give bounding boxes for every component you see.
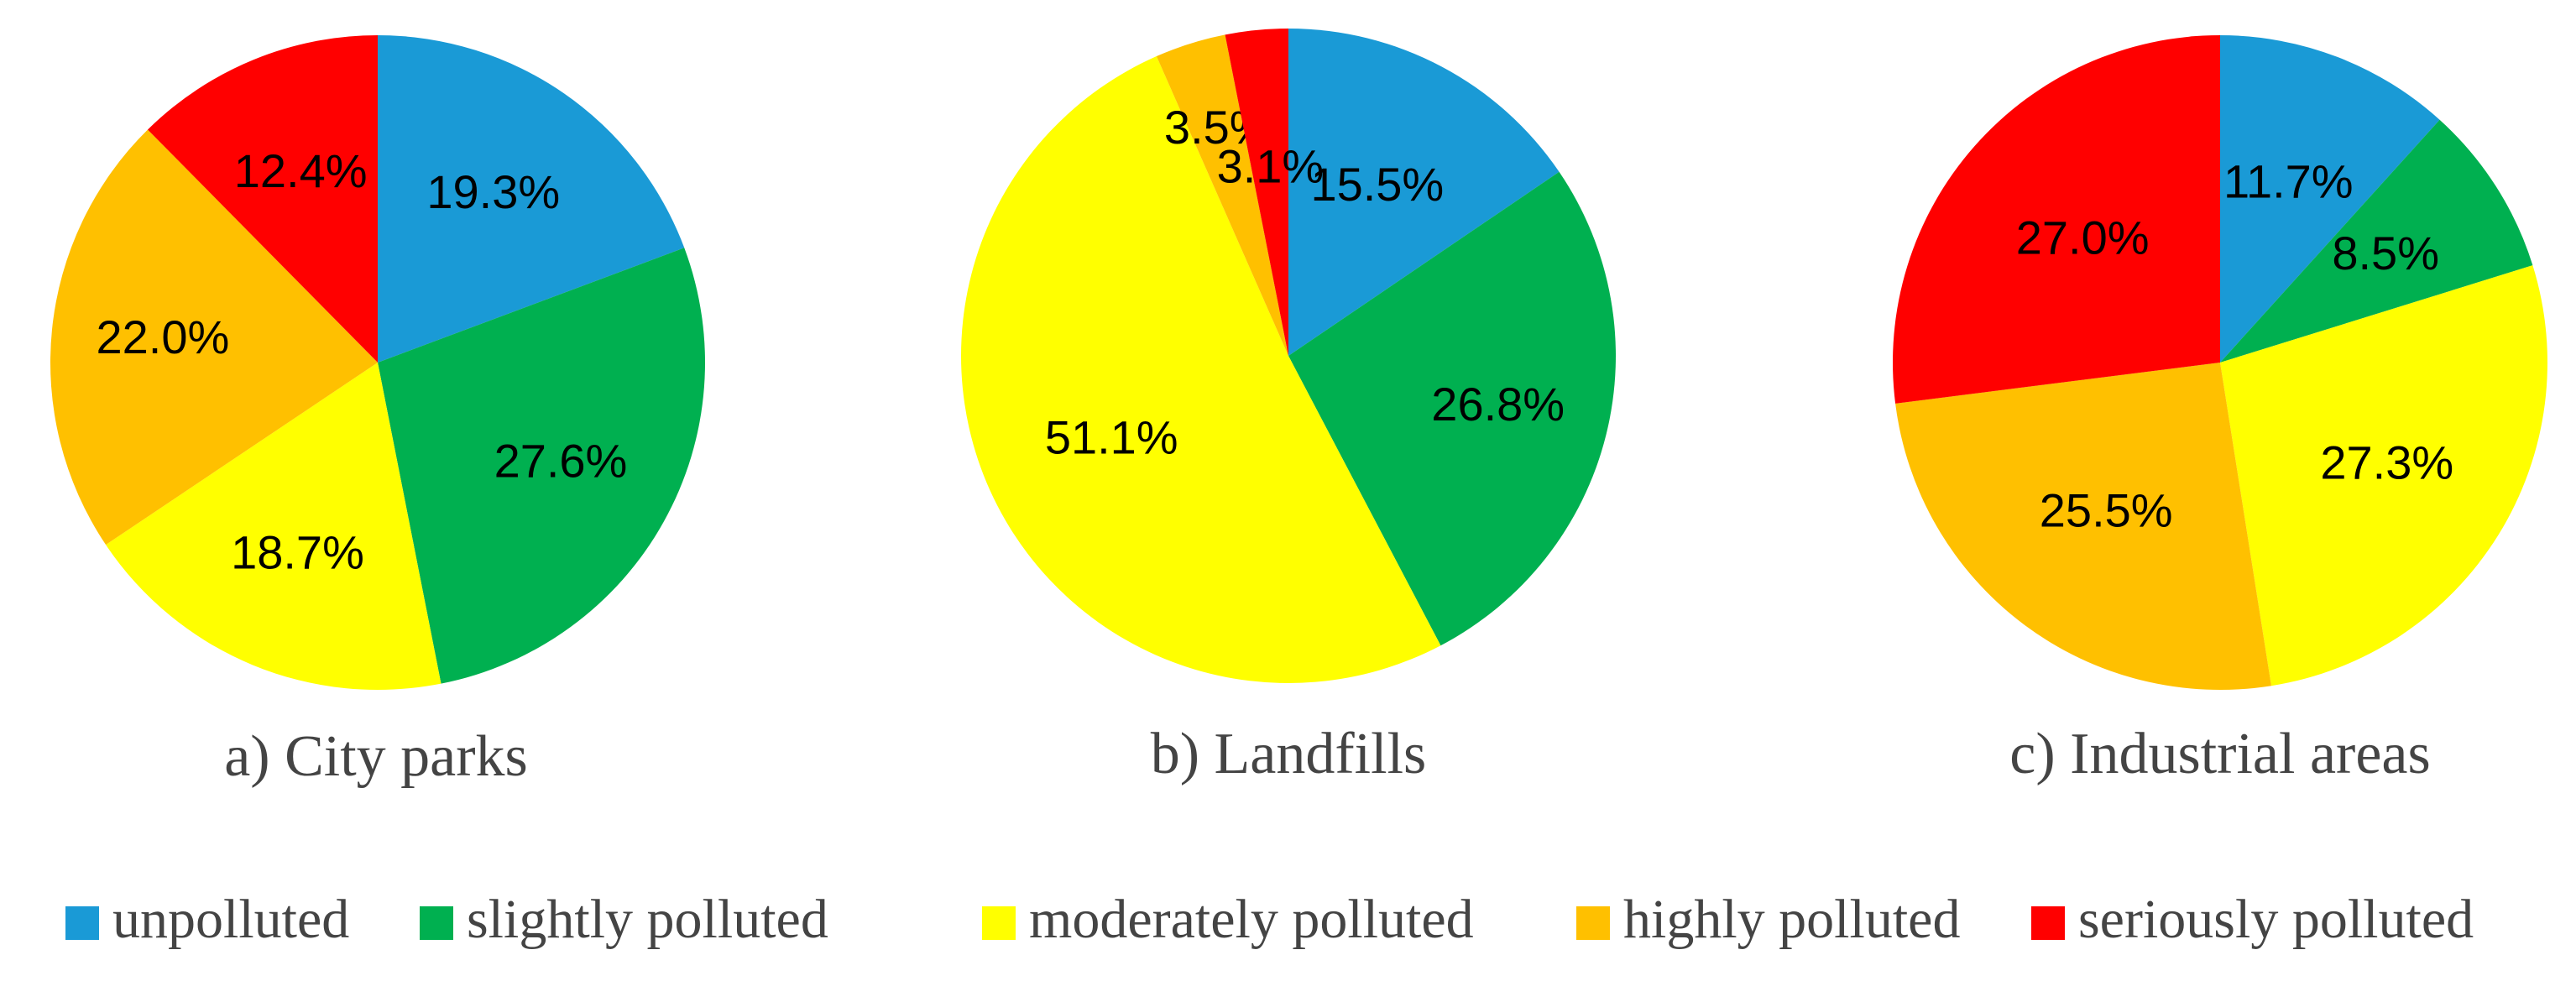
pie-slice-landfills-slightly-polluted [1288,171,1616,646]
legend-label-unpolluted: unpolluted [112,889,349,950]
pie-slice-industrial-areas-slightly-polluted [2220,119,2533,363]
legend-item-slightly-polluted: slightly polluted [420,889,828,950]
caption-city-parks: a) City parks [224,724,528,789]
slice-label-industrial-areas-unpolluted: 11.7% [2223,155,2354,208]
slice-label-city-parks-highly-polluted: 22.0% [97,311,230,363]
legend-swatch-highly-polluted [1576,906,1610,940]
slice-label-city-parks-seriously-polluted: 12.4% [234,144,368,197]
pie-slice-city-parks-seriously-polluted [147,35,379,363]
legend-item-moderately-polluted: moderately polluted [982,889,1474,950]
slice-label-city-parks-unpolluted: 19.3% [426,165,560,218]
slice-label-landfills-seriously-polluted: 3.1% [1217,140,1325,193]
pie-slice-city-parks-highly-polluted [50,129,378,545]
pie-city-parks: 19.3% 27.6% 18.7% 22.0% 12.4% [50,35,705,691]
pie-landfills: 15.5%26.8%51.1%3.5%3.1% [961,29,1616,683]
legend: unpolluted slightly polluted moderately po… [65,889,2474,950]
legend-label-seriously-polluted: seriously polluted [2078,889,2474,950]
pie-slice-city-parks-slightly-polluted [378,248,705,684]
pie-slice-industrial-areas-seriously-polluted [1892,35,2220,404]
pie-slice-city-parks-unpolluted [378,35,685,363]
pie-slice-industrial-areas-unpolluted [2220,35,2440,363]
pie-slice-landfills-seriously-polluted [1225,29,1288,356]
slice-label-landfills-unpolluted: 15.5% [1310,158,1444,211]
slice-label-industrial-areas-moderately-polluted: 27.3% [2320,436,2453,488]
pie-industrial-areas: 11.7% 8.5% 27.3% 25.5% 27.0% [1892,35,2547,690]
caption-landfills: b) Landfills [1151,722,1427,786]
legend-swatch-seriously-polluted [2031,906,2065,940]
legend-label-highly-polluted: highly polluted [1623,889,1960,950]
pie-charts: 19.3% 27.6% 18.7% 22.0% 12.4% 15.5% 26.8% 51.1%… [50,29,2547,691]
slice-label-city-parks-moderately-polluted: 18.7% [231,525,364,578]
pie-slice-landfills-moderately-polluted [961,56,1441,683]
legend-swatch-slightly-polluted [420,906,453,940]
pie-slice-industrial-areas-moderately-polluted [2220,265,2547,686]
legend-item-unpolluted: unpolluted [65,889,349,950]
slice-label-industrial-areas-highly-polluted: 25.5% [2040,484,2173,537]
pie-slice-industrial-areas-highly-polluted [1895,363,2272,690]
pie-slice-landfills-unpolluted [1288,29,1560,356]
legend-swatch-moderately-polluted [982,906,1016,940]
slice-label-city-parks-slightly-polluted: 27.6% [494,434,628,487]
legend-swatch-unpolluted [65,906,99,940]
legend-label-slightly-polluted: slightly polluted [467,889,828,950]
caption-industrial-areas: c) Industrial areas [2009,722,2430,786]
legend-label-moderately-polluted: moderately polluted [1029,889,1474,950]
slice-label-landfills-slightly-polluted: 26.8% [1431,378,1565,431]
legend-item-seriously-polluted: seriously polluted [2031,889,2474,950]
pie-slice-landfills-highly-polluted [1156,34,1288,357]
slice-label-industrial-areas-slightly-polluted: 8.5% [2332,227,2439,279]
slice-label-industrial-areas-seriously-polluted: 27.0% [2016,211,2150,264]
slice-label-landfills-moderately-polluted: 51.1% [1045,410,1178,463]
legend-item-highly-polluted: highly polluted [1576,889,1960,950]
pie-captions: a) City parks b) Landfills c) Industrial… [224,722,2431,789]
pie-slice-city-parks-moderately-polluted [106,363,442,691]
